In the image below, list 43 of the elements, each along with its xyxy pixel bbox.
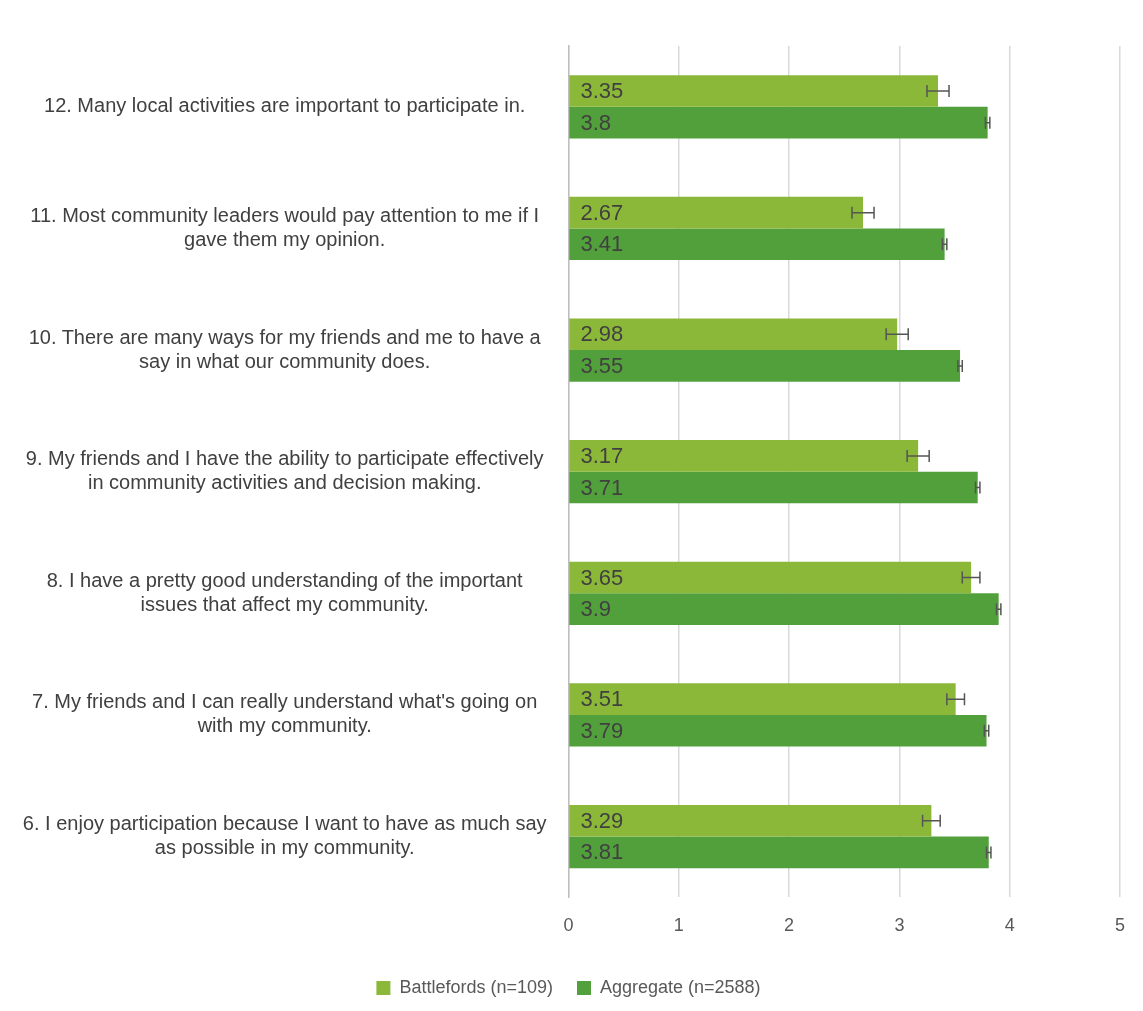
bar bbox=[569, 350, 961, 382]
x-tick-label: 3 bbox=[894, 915, 905, 936]
data-label: 3.17 bbox=[580, 442, 624, 468]
x-tick-label: 4 bbox=[1004, 915, 1015, 936]
bar bbox=[569, 804, 932, 837]
y-tick-label: 8. I have a pretty good understanding of the important issues that affect my community. bbox=[46, 568, 524, 615]
data-label: 3.35 bbox=[580, 78, 624, 104]
bar bbox=[569, 228, 945, 261]
bar bbox=[569, 561, 972, 594]
bar bbox=[569, 471, 978, 504]
y-tick-label: 10. There are many ways for my friends and me to have a say in what our community does. bbox=[28, 325, 542, 372]
data-label: 3.29 bbox=[580, 807, 624, 833]
bar bbox=[569, 836, 989, 869]
bar bbox=[569, 318, 898, 351]
data-label: 3.8 bbox=[580, 109, 612, 135]
x-tick-label: 2 bbox=[784, 915, 795, 936]
bar bbox=[569, 683, 956, 715]
y-tick-label: 12. Many local activities are important to participate in. bbox=[44, 94, 526, 117]
bar bbox=[569, 106, 988, 139]
legend-label: Aggregate (n=2588) bbox=[599, 976, 761, 997]
bar bbox=[569, 196, 863, 229]
bar bbox=[569, 440, 919, 472]
x-tick-label: 5 bbox=[1114, 915, 1125, 936]
bar bbox=[569, 593, 999, 625]
x-tick-label: 0 bbox=[563, 915, 574, 936]
data-label: 3.51 bbox=[580, 686, 624, 712]
data-label: 2.98 bbox=[580, 321, 624, 347]
legend-label: Battlefords (n=109) bbox=[399, 976, 553, 997]
y-tick-label: 6. I enjoy participation because I want to have as much say as possible in my community. bbox=[22, 812, 547, 859]
data-label: 3.41 bbox=[580, 231, 624, 257]
data-label: 3.81 bbox=[580, 839, 624, 865]
data-label: 3.9 bbox=[580, 596, 612, 622]
data-label: 3.55 bbox=[580, 352, 624, 378]
y-tick-label: 7. My friends and I can really understand what's going on with my community. bbox=[32, 690, 538, 737]
y-tick-label: 11. Most community leaders would pay attention to me if I gave them my opinion. bbox=[30, 203, 540, 250]
data-label: 3.65 bbox=[580, 564, 624, 590]
x-tick-label: 1 bbox=[673, 915, 684, 936]
data-label: 2.67 bbox=[580, 199, 624, 225]
y-tick-label: 9. My friends and I have the ability to participate effectively in community activities and decision making. bbox=[25, 447, 544, 494]
bar bbox=[569, 75, 938, 107]
data-label: 3.79 bbox=[580, 717, 624, 743]
data-label: 3.71 bbox=[580, 474, 624, 500]
bar bbox=[569, 714, 987, 747]
